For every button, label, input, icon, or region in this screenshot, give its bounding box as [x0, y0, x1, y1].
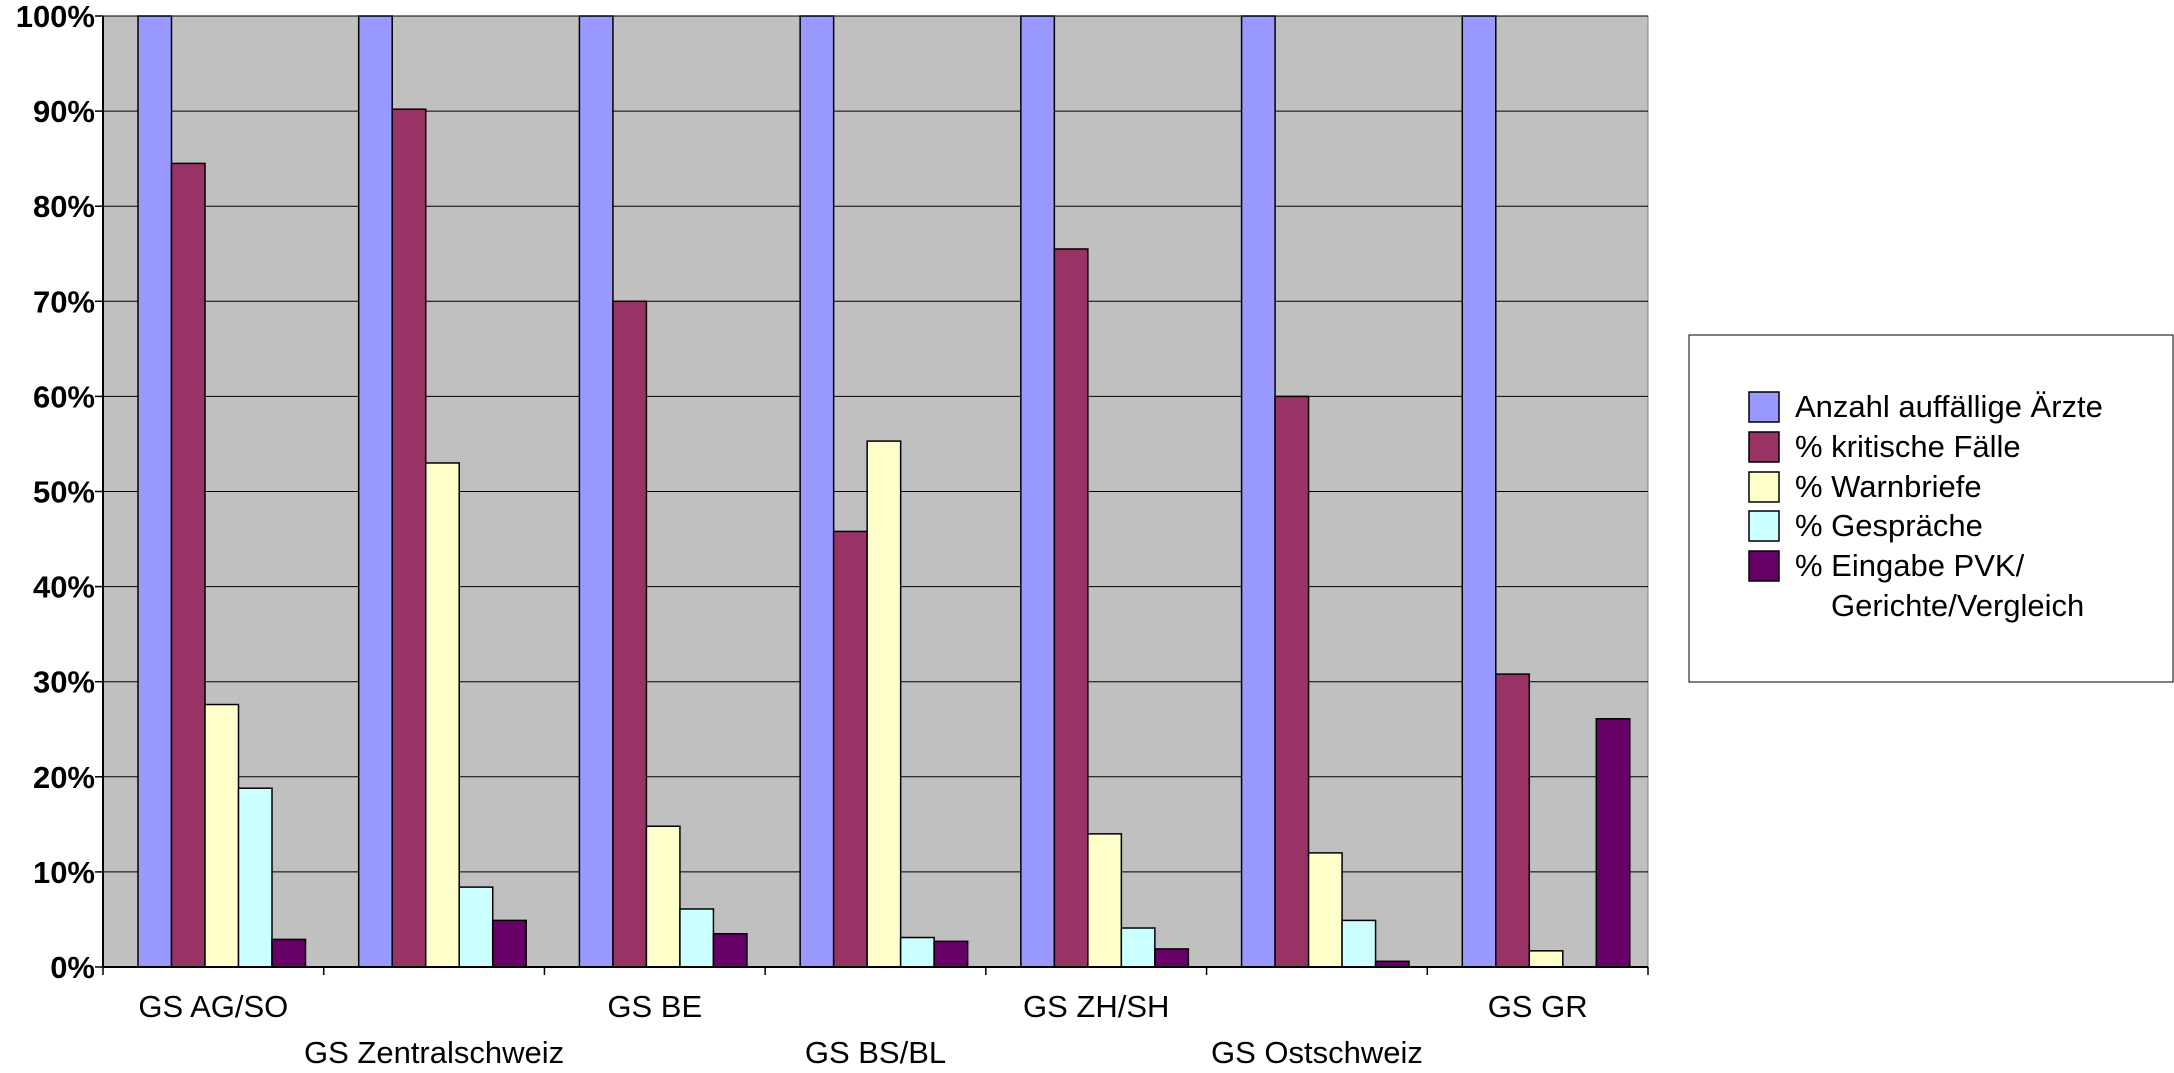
legend-label-3: % Warnbriefe: [1795, 469, 1982, 504]
bar-2-5: [1053, 248, 1089, 968]
bar-2-7: [1495, 673, 1531, 968]
legend-swatch-2: [1748, 431, 1780, 463]
y-tick-label: 70%: [33, 284, 95, 319]
y-tick-label: 30%: [33, 665, 95, 700]
bar-5-7: [1595, 718, 1631, 968]
x-tick-label: GS BE: [607, 989, 702, 1024]
bar-4-3: [679, 908, 715, 968]
y-tick-label: 60%: [33, 379, 95, 414]
legend-label-1: Anzahl auffällige Ärzte: [1795, 389, 2103, 424]
y-tick-label: 20%: [33, 760, 95, 795]
bar-4-1: [237, 787, 273, 968]
legend-swatch-1: [1748, 391, 1780, 423]
bar-3-4: [866, 440, 902, 968]
bar-3-7: [1528, 950, 1564, 968]
bar-5-1: [271, 938, 307, 968]
legend-swatch-4: [1748, 510, 1780, 542]
y-tick-label: 10%: [33, 855, 95, 890]
legend-label-5: Gerichte/Vergleich: [1831, 588, 2084, 623]
bar-4-5: [1120, 927, 1156, 968]
bar-3-1: [204, 703, 240, 968]
bar-1-4: [799, 15, 835, 968]
legend-label-4: % Gespräche: [1795, 508, 1983, 543]
legend-label-2: % kritische Fälle: [1795, 429, 2021, 464]
y-tick-label: 90%: [33, 94, 95, 129]
bar-5-2: [491, 919, 527, 968]
y-axis-ticks: 0% 10% 20% 30% 40% 50% 60% 70% 80% 90% 100%: [16, 0, 103, 985]
y-tick-label: 0%: [50, 950, 95, 985]
bar-4-2: [458, 886, 494, 968]
bar-2-4: [832, 530, 868, 968]
x-tick-label: GS Ostschweiz: [1211, 1035, 1423, 1068]
x-axis-ticks: GS AG/SO GS Zentralschweiz GS BE GS BS/BL GS…: [102, 967, 1649, 1070]
x-tick-label: GS GR: [1488, 989, 1588, 1024]
legend: Anzahl auffällige Ärzte % kritische Fälle…: [1688, 334, 2174, 683]
y-tick-label: 100%: [16, 0, 95, 34]
bar-3-6: [1307, 852, 1343, 968]
bar-1-5: [1020, 15, 1056, 968]
y-tick-label: 80%: [33, 189, 95, 224]
x-tick-label: GS ZH/SH: [1023, 989, 1169, 1024]
x-tick-label: GS BS/BL: [805, 1035, 946, 1068]
bar-2-2: [391, 108, 427, 968]
bar-1-6: [1240, 15, 1276, 968]
bar-5-3: [712, 932, 748, 968]
bar-4-4: [899, 936, 935, 968]
bar-3-5: [1087, 833, 1123, 968]
bar-1-1: [137, 15, 173, 968]
x-tick-label: GS AG/SO: [138, 989, 288, 1024]
y-tick-label: 40%: [33, 570, 95, 605]
bar-5-4: [933, 940, 969, 968]
x-tick-label: GS Zentralschweiz: [304, 1035, 564, 1068]
bar-3-3: [645, 825, 681, 968]
bar-2-6: [1274, 395, 1310, 968]
y-tick-label: 50%: [33, 475, 95, 510]
legend-swatch-5: [1748, 550, 1780, 582]
bar-4-6: [1341, 919, 1377, 968]
bar-1-7: [1461, 15, 1497, 968]
bar-2-1: [170, 162, 206, 968]
legend-label-5: % Eingabe PVK/: [1795, 548, 2025, 583]
bar-5-5: [1154, 948, 1190, 968]
bar-2-3: [612, 300, 648, 968]
legend-swatch-3: [1748, 471, 1780, 503]
bar-3-2: [424, 462, 460, 968]
bar-1-3: [578, 15, 614, 968]
bar-1-2: [357, 15, 393, 968]
